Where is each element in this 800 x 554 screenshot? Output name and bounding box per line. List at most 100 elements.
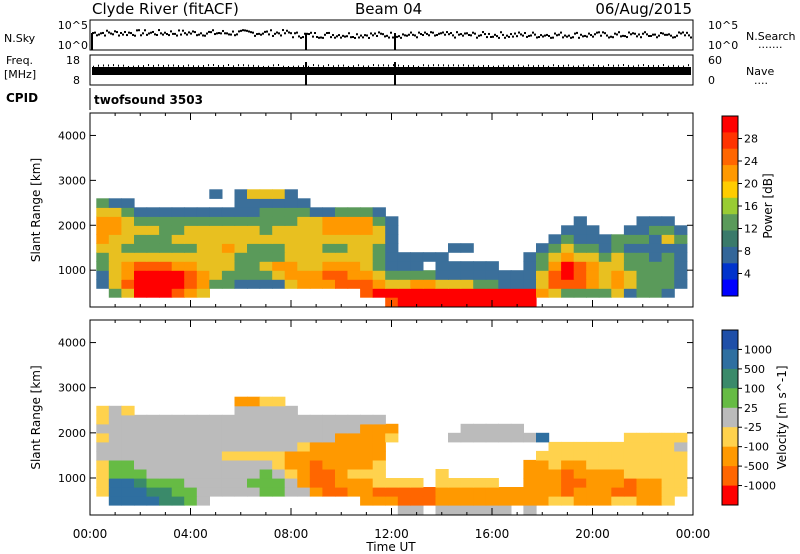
noise-point xyxy=(580,33,582,36)
noise-point xyxy=(588,32,590,35)
noise-point xyxy=(302,36,304,39)
velocity-cell xyxy=(448,496,462,506)
power-cell xyxy=(259,234,273,244)
noise-point xyxy=(202,34,204,37)
velocity-cell xyxy=(247,423,261,434)
freq-tick-mark xyxy=(298,65,299,68)
noise-point xyxy=(576,31,578,34)
freq-tick-mark xyxy=(223,64,224,67)
power-cell xyxy=(259,216,273,226)
velocity-cell xyxy=(259,441,273,452)
velocity-cell xyxy=(649,478,663,488)
power-cell xyxy=(309,216,323,226)
velocity-cell xyxy=(221,487,236,497)
velocity-cell xyxy=(221,478,236,488)
velocity-cell xyxy=(134,487,148,497)
velocity-colorbar: 1000 500 100 25 -25 -100 -500 -1000 Velocity [m … xyxy=(721,329,789,506)
power-cell xyxy=(108,225,122,235)
noise-point xyxy=(118,34,120,37)
noise-point xyxy=(536,36,538,39)
noise-point xyxy=(230,33,232,36)
freq-tick-mark xyxy=(268,65,269,68)
power-cell xyxy=(146,243,160,253)
velocity-cell xyxy=(498,432,512,443)
velocity-cell xyxy=(171,450,185,461)
freq-tick-mark xyxy=(688,64,689,67)
velocity-cell xyxy=(196,496,210,506)
noise-point xyxy=(578,36,580,39)
power-cell xyxy=(623,270,638,280)
power-cell xyxy=(561,252,575,262)
velocity-cell xyxy=(322,487,336,497)
noise-point xyxy=(502,33,504,36)
noise-point xyxy=(686,31,688,34)
power-cell xyxy=(297,198,311,208)
freq-tick-mark xyxy=(338,64,339,67)
noise-point xyxy=(508,35,510,38)
power-cell xyxy=(247,243,261,253)
power-cell xyxy=(121,243,135,253)
noise-point xyxy=(430,31,432,34)
power-colorbar-swatch xyxy=(722,116,738,133)
noise-point xyxy=(200,32,202,35)
power-cell xyxy=(523,279,537,289)
velocity-cell xyxy=(360,487,374,497)
velocity-cell xyxy=(586,459,600,470)
velocity-cell xyxy=(96,487,110,497)
freq-tick-mark xyxy=(598,64,599,67)
velocity-cell xyxy=(297,450,311,461)
power-cell xyxy=(674,270,688,280)
noise-point xyxy=(452,34,454,37)
velocity-colorbar-tick-label: 25 xyxy=(744,402,758,415)
power-cell xyxy=(573,261,587,271)
noise-point xyxy=(262,32,264,35)
noise-point xyxy=(534,33,536,36)
freq-tick-mark xyxy=(233,65,234,68)
velocity-cell xyxy=(171,432,185,443)
power-cell xyxy=(573,279,587,289)
noise-point xyxy=(546,33,548,36)
velocity-colorbar-label: Velocity [m s^-1] xyxy=(775,365,789,469)
power-cell xyxy=(134,243,148,253)
freq-tick-mark xyxy=(423,64,424,67)
freq-tick-mark xyxy=(273,64,274,67)
freq-band xyxy=(92,67,691,75)
power-cell xyxy=(322,216,336,226)
velocity-cell xyxy=(385,432,399,443)
freq-unit-label: [MHz] xyxy=(4,68,36,81)
noise-point xyxy=(260,33,262,36)
noise-search-dots: ······· xyxy=(758,41,782,54)
noise-point xyxy=(444,33,446,36)
velocity-cell xyxy=(573,469,587,479)
power-cell xyxy=(385,288,399,298)
noise-point xyxy=(160,32,162,35)
noise-point xyxy=(402,33,404,36)
power-cell xyxy=(674,243,688,253)
nave-label: Nave xyxy=(746,65,774,78)
velocity-cell xyxy=(561,496,575,506)
velocity-cell xyxy=(510,487,524,497)
power-cell xyxy=(573,234,587,244)
noise-point xyxy=(514,32,516,35)
velocity-cell xyxy=(259,450,273,461)
velocity-cell xyxy=(385,496,399,506)
noise-point xyxy=(462,34,464,37)
power-cell xyxy=(523,297,537,307)
noise-point xyxy=(186,33,188,36)
power-cell xyxy=(661,279,675,289)
noise-point xyxy=(654,33,656,36)
velocity-cell xyxy=(485,487,499,497)
freq-tick-mark xyxy=(108,64,109,67)
velocity-cell xyxy=(108,469,122,479)
velocity-cell xyxy=(284,487,298,497)
power-cell xyxy=(171,234,185,244)
power-cell xyxy=(259,252,273,262)
power-cell xyxy=(297,279,311,289)
velocity-cell xyxy=(272,423,286,434)
power-cell xyxy=(598,261,612,271)
velocity-colorbar-tick-label: 1000 xyxy=(744,343,772,356)
power-cell xyxy=(636,252,650,262)
power-cell xyxy=(649,279,663,289)
velocity-cell xyxy=(322,441,336,452)
velocity-cell xyxy=(159,441,173,452)
